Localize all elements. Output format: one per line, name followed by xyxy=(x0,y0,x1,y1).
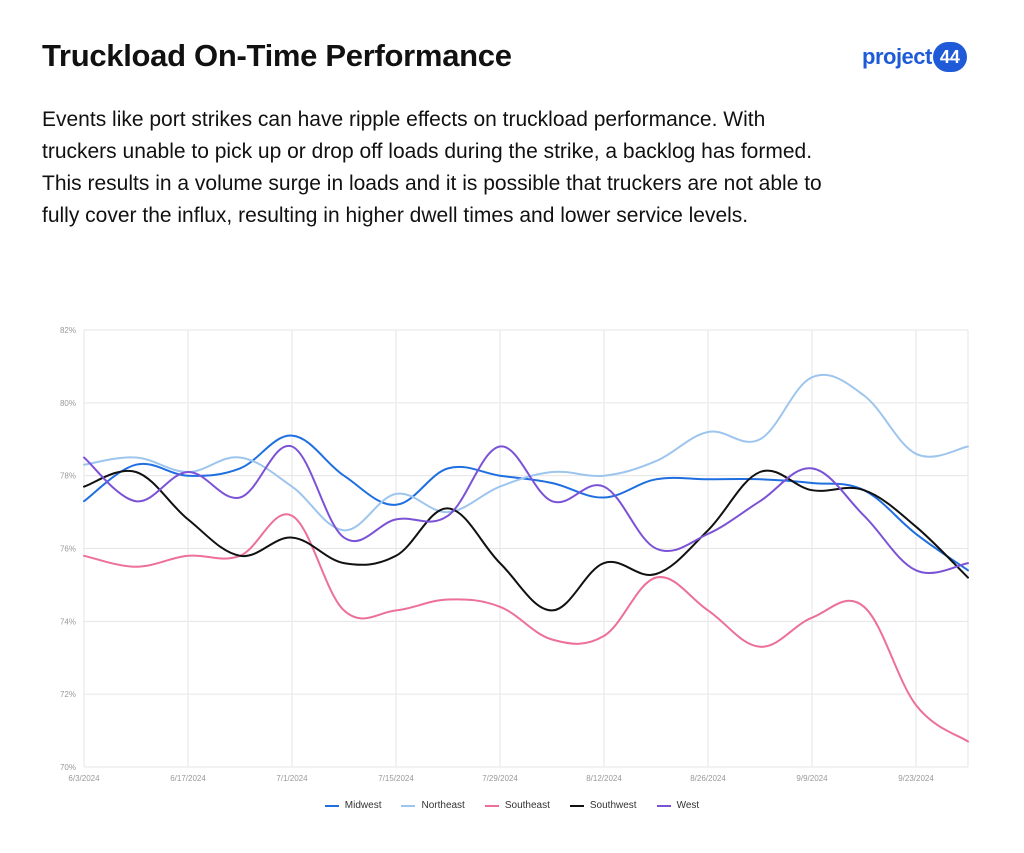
legend-swatch xyxy=(656,804,671,807)
logo-text: project xyxy=(862,44,932,69)
y-tick-label: 70% xyxy=(60,763,76,772)
legend-item-northeast[interactable]: Northeast xyxy=(401,800,465,811)
line-chart: 70% 72% 74% 76% 78% 80% 82% 6/3/2024 6/17/2024 7/… xyxy=(60,326,969,783)
legend-item-west[interactable]: West xyxy=(656,800,700,811)
x-tick-label: 9/23/2024 xyxy=(898,774,934,783)
x-tick-label: 6/3/2024 xyxy=(68,774,100,783)
legend-label: Northeast xyxy=(421,800,465,811)
project44-logo: project 44 xyxy=(862,42,967,72)
x-tick-label: 7/1/2024 xyxy=(276,774,308,783)
legend-label: Southeast xyxy=(504,800,550,811)
y-tick-label: 82% xyxy=(60,326,76,335)
description-text: Events like port strikes can have ripple… xyxy=(42,108,822,227)
legend-swatch xyxy=(569,804,584,807)
grid-lines xyxy=(83,329,969,768)
legend-item-southeast[interactable]: Southeast xyxy=(484,800,550,811)
legend-swatch xyxy=(401,804,416,807)
axes: 70% 72% 74% 76% 78% 80% 82% 6/3/2024 6/17/2024 7/… xyxy=(60,326,934,783)
x-tick-label: 7/15/2024 xyxy=(378,774,414,783)
series-line-southwest xyxy=(83,469,969,612)
x-tick-label: 8/12/2024 xyxy=(586,774,622,783)
chart-legend: Midwest Northeast Southeast Southwest West xyxy=(0,800,1024,811)
legend-item-midwest[interactable]: Midwest xyxy=(324,800,382,811)
x-tick-label: 7/29/2024 xyxy=(482,774,518,783)
series-line-northeast xyxy=(83,373,969,532)
legend-swatch xyxy=(484,804,499,807)
y-tick-label: 74% xyxy=(60,617,76,626)
y-tick-label: 78% xyxy=(60,472,76,481)
y-tick-label: 80% xyxy=(60,399,76,408)
legend-label: Midwest xyxy=(344,800,382,811)
logo-badge: 44 xyxy=(932,42,967,72)
series-lines xyxy=(83,373,969,743)
series-line-west xyxy=(83,445,969,574)
page-title: Truckload On-Time Performance xyxy=(42,38,512,73)
x-tick-label: 9/9/2024 xyxy=(796,774,828,783)
legend-item-southwest[interactable]: Southwest xyxy=(569,800,637,811)
legend-label: Southwest xyxy=(589,800,637,811)
series-line-midwest xyxy=(83,434,969,572)
x-tick-label: 6/17/2024 xyxy=(170,774,206,783)
x-tick-label: 8/26/2024 xyxy=(690,774,726,783)
legend-swatch xyxy=(324,804,339,807)
legend-label: West xyxy=(676,800,700,811)
y-tick-label: 76% xyxy=(60,545,76,554)
y-tick-label: 72% xyxy=(60,690,76,699)
